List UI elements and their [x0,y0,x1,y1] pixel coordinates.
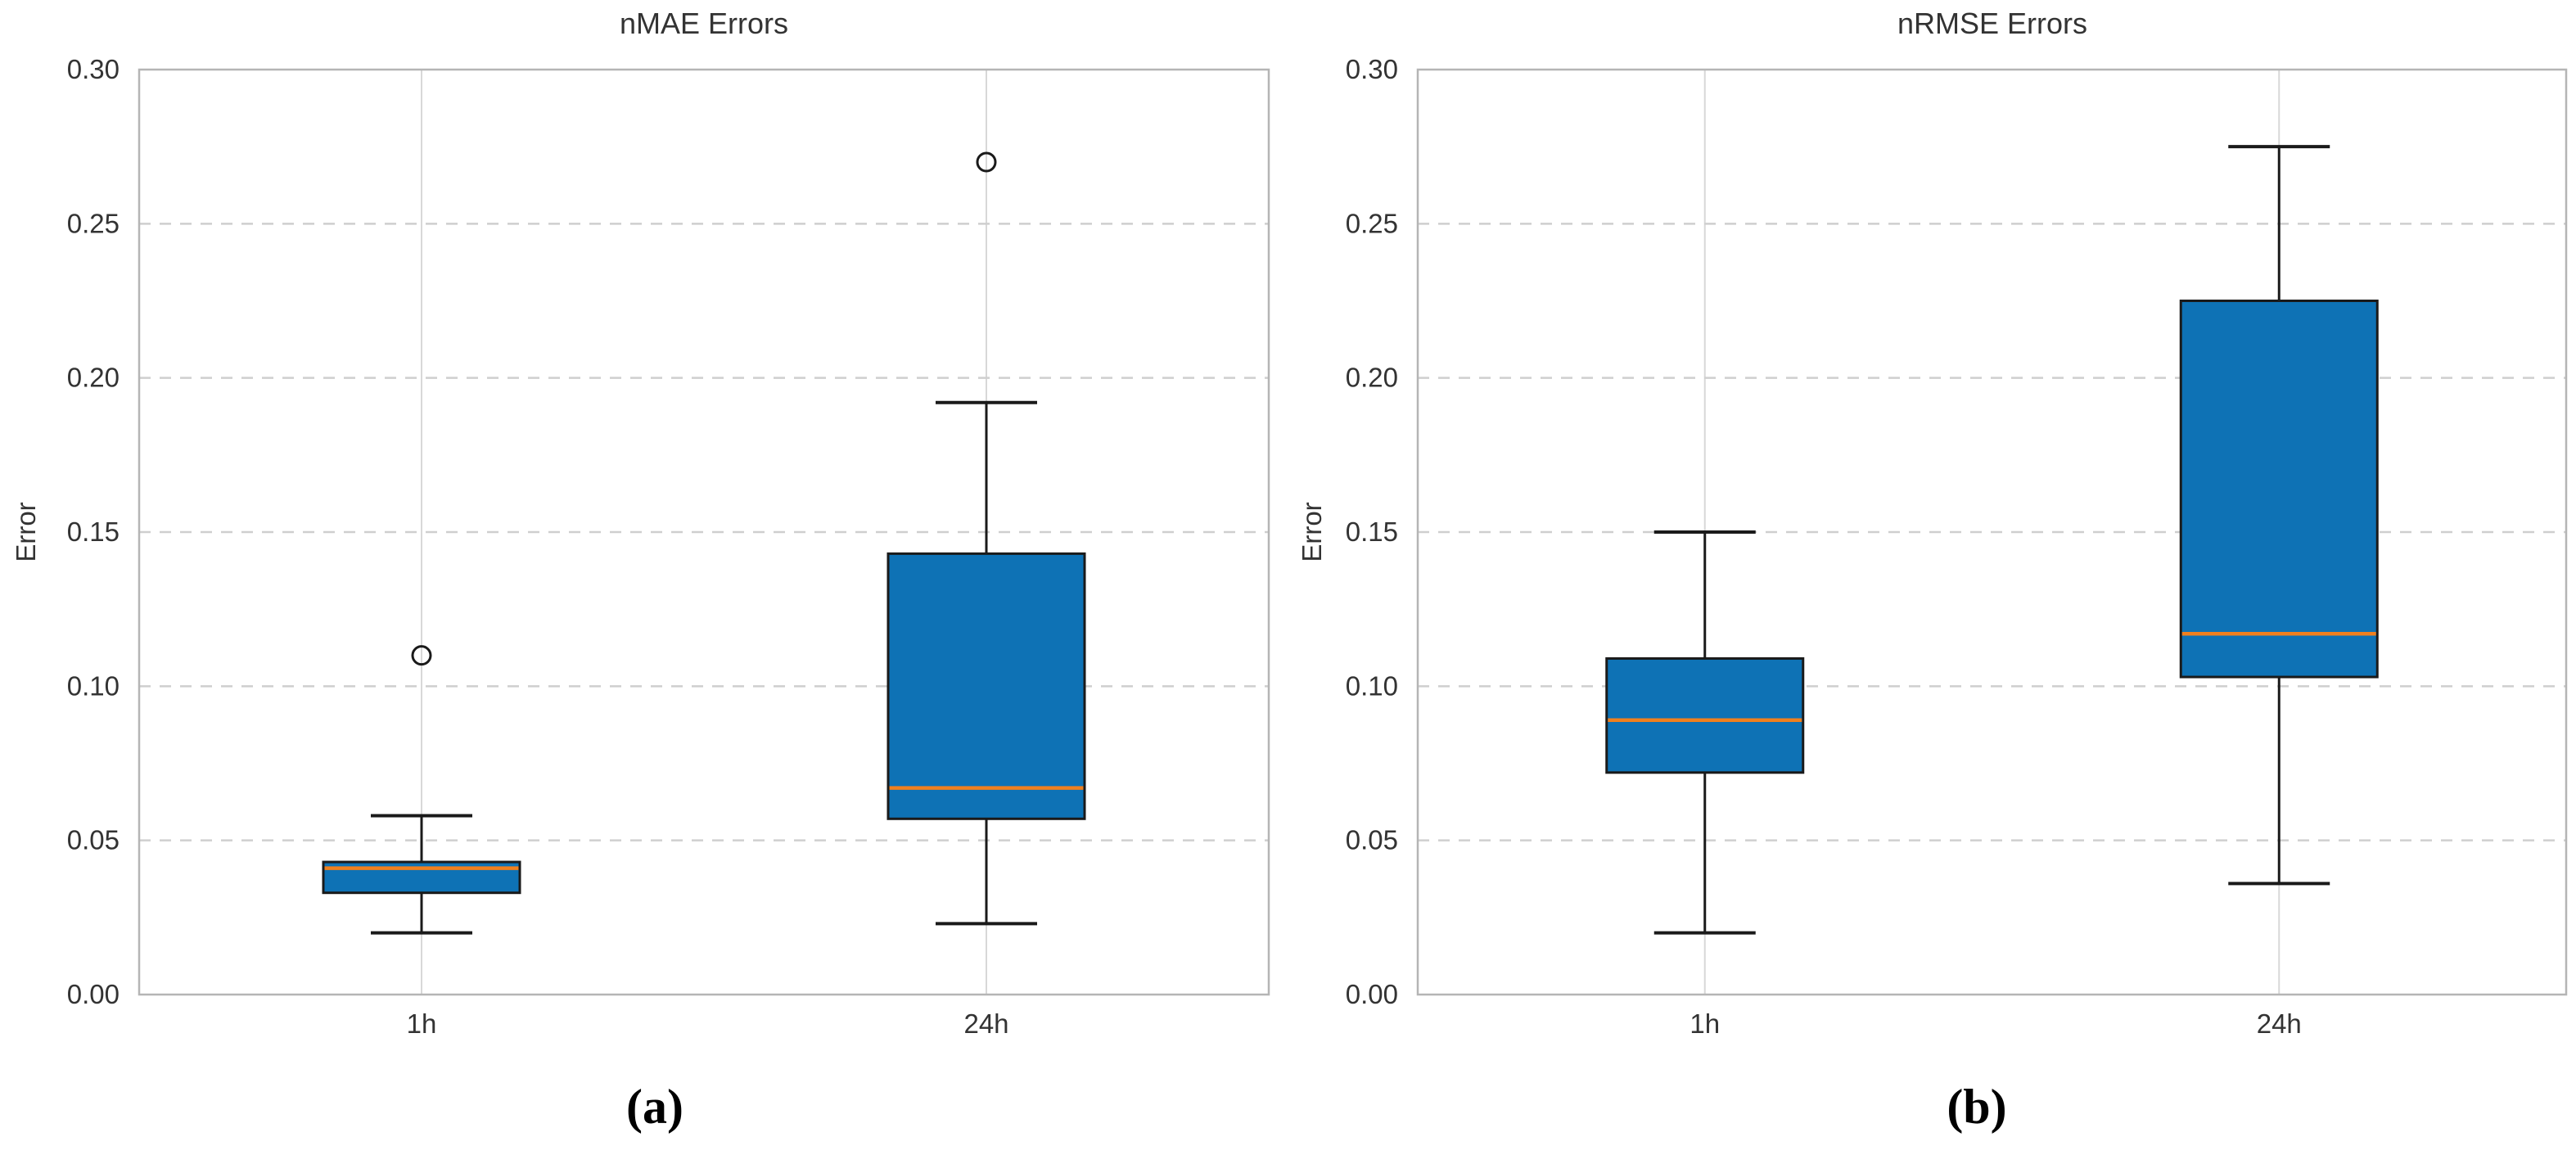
panel-a-ytick-label: 0.20 [67,363,120,393]
box-iqr [1605,656,1805,774]
panel-a-xtick-label: 24h [963,1008,1008,1039]
panel-a-caption: (a) [626,1080,683,1134]
panel-a-ytick-label: 0.15 [67,517,120,547]
panel-a-ytick-label: 0.30 [67,54,120,84]
outlier-point [411,645,432,666]
outlier-point [976,151,997,173]
panel-b-ytick-label: 0.20 [1346,363,1398,393]
panel-a-ytick-label: 0.10 [67,670,120,701]
panel-b-ytick-label: 0.15 [1346,517,1398,547]
panel-a-axes-frame [138,68,1270,996]
panel-a-xtick-label: 1h [407,1008,437,1039]
panel-a-ytick-label: 0.00 [67,979,120,1009]
panel-a-title: nMAE Errors [619,7,789,40]
panel-b-ytick-label: 0.10 [1346,670,1398,701]
panel-b-ytick-label: 0.05 [1346,825,1398,855]
panel-b-title: nRMSE Errors [1897,7,2088,40]
panel-b-ytick-label: 0.30 [1346,54,1398,84]
box-iqr [2179,300,2379,679]
panel-b-xtick-label: 1h [1690,1008,1720,1039]
panel-a-ytick-label: 0.05 [67,825,120,855]
box-iqr [886,552,1086,820]
panel-b-ytick-label: 0.00 [1346,979,1398,1009]
panel-b-caption: (b) [1947,1080,2007,1134]
panel-b-xtick-label: 24h [2257,1008,2302,1039]
panel-a-y-axis-label: Error [11,502,41,562]
panel-a-ytick-label: 0.25 [67,208,120,238]
panel-b-ytick-label: 0.25 [1346,208,1398,238]
panel-b-y-axis-label: Error [1297,502,1327,562]
panel-b-axes-frame [1416,68,2568,996]
